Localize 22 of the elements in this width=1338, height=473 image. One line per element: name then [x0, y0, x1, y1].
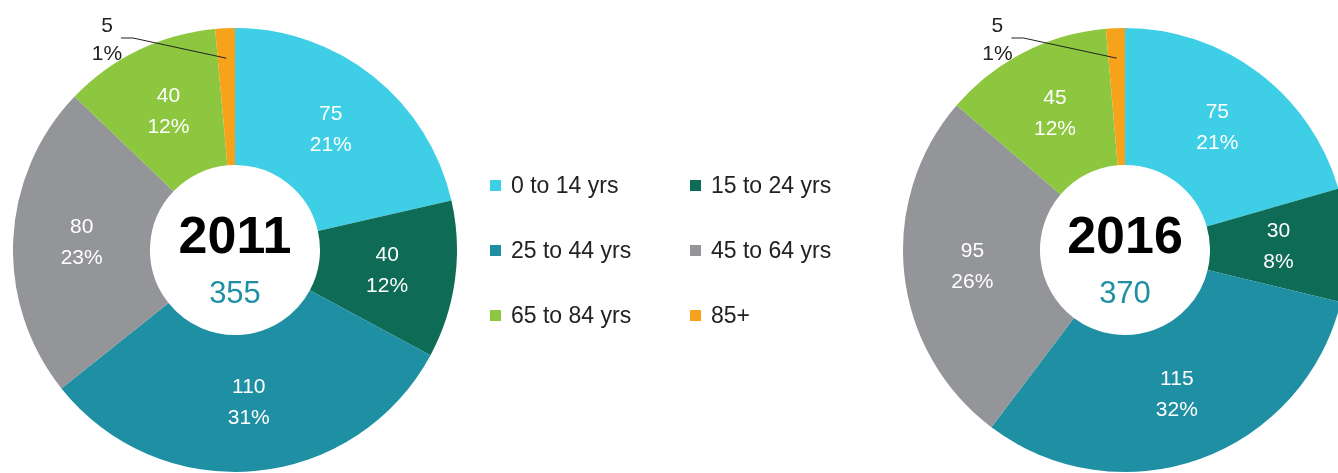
data-label: 75 21% [1196, 98, 1239, 153]
text: 2016 [1067, 206, 1183, 264]
text: 355 [209, 275, 261, 310]
data-label: 40 12% [147, 82, 190, 137]
data-label: 30 8% [1263, 217, 1294, 272]
legend-label: 85+ [710, 302, 751, 329]
data-label: 5 1% [982, 12, 1013, 64]
data-label: 95 26% [951, 237, 994, 292]
legend-label: 45 to 64 yrs [710, 237, 833, 264]
data-label: 45 12% [1034, 84, 1077, 139]
data-label: 75 21% [309, 101, 352, 156]
legend-label: 65 to 84 yrs [510, 302, 633, 329]
legend-label: 25 to 44 yrs [510, 237, 633, 264]
legend-label: 0 to 14 yrs [510, 172, 620, 199]
data-label: 80 23% [60, 214, 103, 269]
data-label: 110 31% [227, 374, 270, 429]
data-label: 40 12% [366, 241, 409, 296]
data-label: 5 1% [91, 12, 123, 64]
text: 370 [1099, 275, 1151, 310]
text: 2011 [178, 206, 292, 264]
legend-label: 15 to 24 yrs [710, 172, 833, 199]
data-label: 115 32% [1155, 365, 1198, 420]
